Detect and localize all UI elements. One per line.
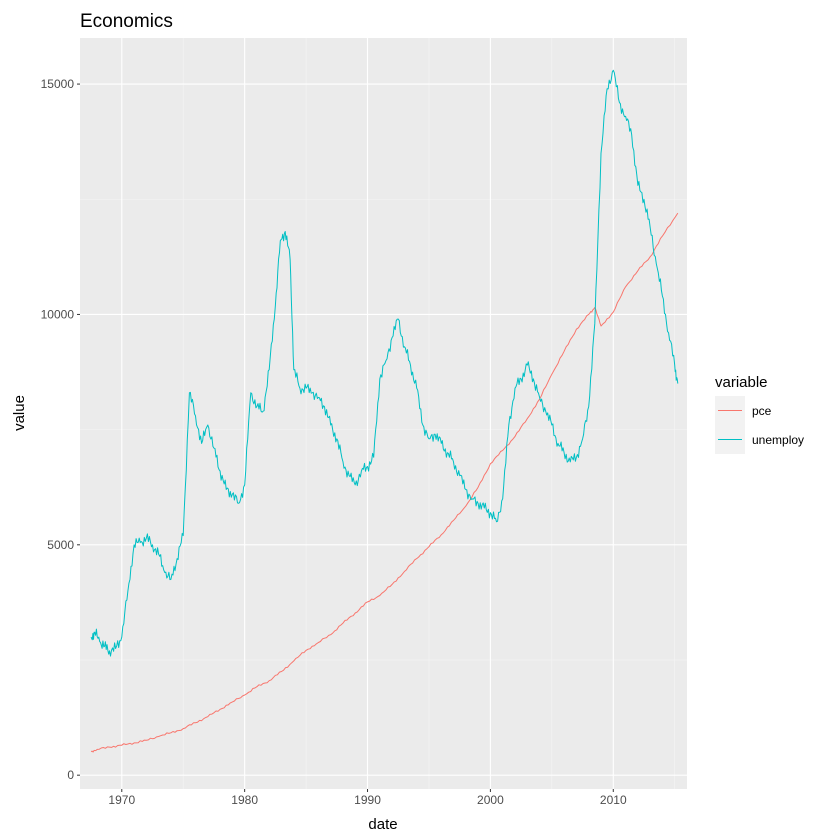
grid-major: [80, 38, 687, 789]
legend-title: variable: [715, 374, 768, 391]
legend: variable pce unemploy: [715, 374, 804, 454]
y-tick-label: 5000: [47, 538, 74, 552]
x-axis: 1970 1980 1990 2000 2010: [108, 789, 627, 807]
series-line-pce: [90, 212, 679, 753]
x-tick-label: 2010: [600, 793, 627, 807]
legend-label-pce: pce: [752, 404, 772, 418]
x-axis-title: date: [368, 816, 397, 833]
grid-minor: [80, 38, 687, 789]
chart-title: Economics: [80, 11, 173, 32]
x-tick-label: 1970: [108, 793, 135, 807]
y-axis: 0 5000 10000 15000: [41, 77, 80, 782]
series-line-unemploy: [90, 69, 679, 657]
legend-label-unemploy: unemploy: [752, 433, 804, 447]
series-layer: [90, 69, 679, 753]
x-tick-label: 2000: [477, 793, 504, 807]
y-tick-label: 15000: [41, 77, 75, 91]
x-tick-label: 1980: [231, 793, 258, 807]
plot-panel: [80, 38, 687, 789]
y-tick-label: 10000: [41, 307, 75, 321]
x-tick-label: 1990: [354, 793, 381, 807]
y-axis-title: value: [11, 395, 28, 431]
y-tick-label: 0: [67, 768, 74, 782]
